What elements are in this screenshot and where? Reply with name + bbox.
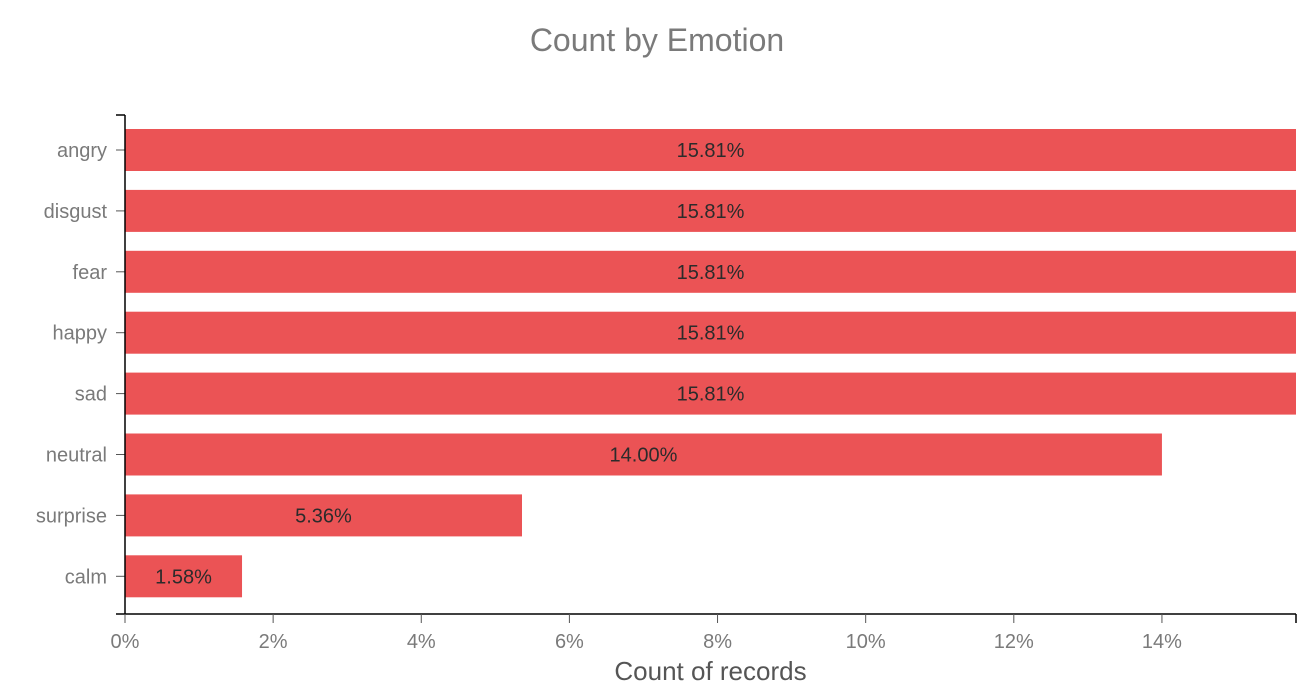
bar-value-label: 1.58%	[155, 566, 212, 588]
y-tick-label: neutral	[46, 445, 107, 467]
axes-layer: angry disgust fear happy sad neutral surprise c…	[36, 114, 1297, 653]
bar-value-label: 15.81%	[677, 140, 745, 162]
y-tick-label: disgust	[44, 201, 108, 223]
y-tick-label: fear	[73, 262, 108, 284]
x-tick-label: 12%	[994, 631, 1034, 653]
y-tick-label: calm	[65, 566, 107, 588]
x-tick-label: 10%	[846, 631, 886, 653]
x-tick-label: 2%	[259, 631, 288, 653]
y-tick-label: angry	[57, 140, 107, 162]
bar-fear	[125, 250, 1296, 293]
bar-value-label: 14.00%	[610, 445, 678, 467]
x-tick-label: 8%	[703, 631, 732, 653]
chart-title: Count by Emotion	[529, 22, 785, 58]
x-tick-label: 0%	[111, 631, 140, 653]
x-tick-label: 6%	[555, 631, 584, 653]
bar-happy	[125, 311, 1296, 354]
bar-value-label: 15.81%	[677, 262, 745, 284]
bar-neutral	[125, 433, 1162, 476]
y-tick-label: sad	[75, 384, 107, 406]
bars-layer: 15.81% 15.81% 15.81% 15.81% 15.81% 14.00% 5.36…	[125, 129, 1296, 598]
x-tick-label: 4%	[407, 631, 436, 653]
x-axis-title: Count of records	[614, 656, 806, 686]
bar-surprise	[125, 494, 522, 537]
bar-calm	[125, 555, 243, 598]
bar-angry	[125, 129, 1296, 171]
bar-value-label: 5.36%	[295, 505, 352, 527]
bar-value-label: 15.81%	[677, 384, 745, 406]
y-tick-label: surprise	[36, 505, 107, 527]
bar-value-label: 15.81%	[677, 323, 745, 345]
bar-sad	[125, 372, 1296, 415]
bar-value-label: 15.81%	[677, 201, 745, 223]
bar-disgust	[125, 189, 1296, 232]
y-tick-label: happy	[53, 323, 108, 345]
x-tick-label: 14%	[1142, 631, 1182, 653]
